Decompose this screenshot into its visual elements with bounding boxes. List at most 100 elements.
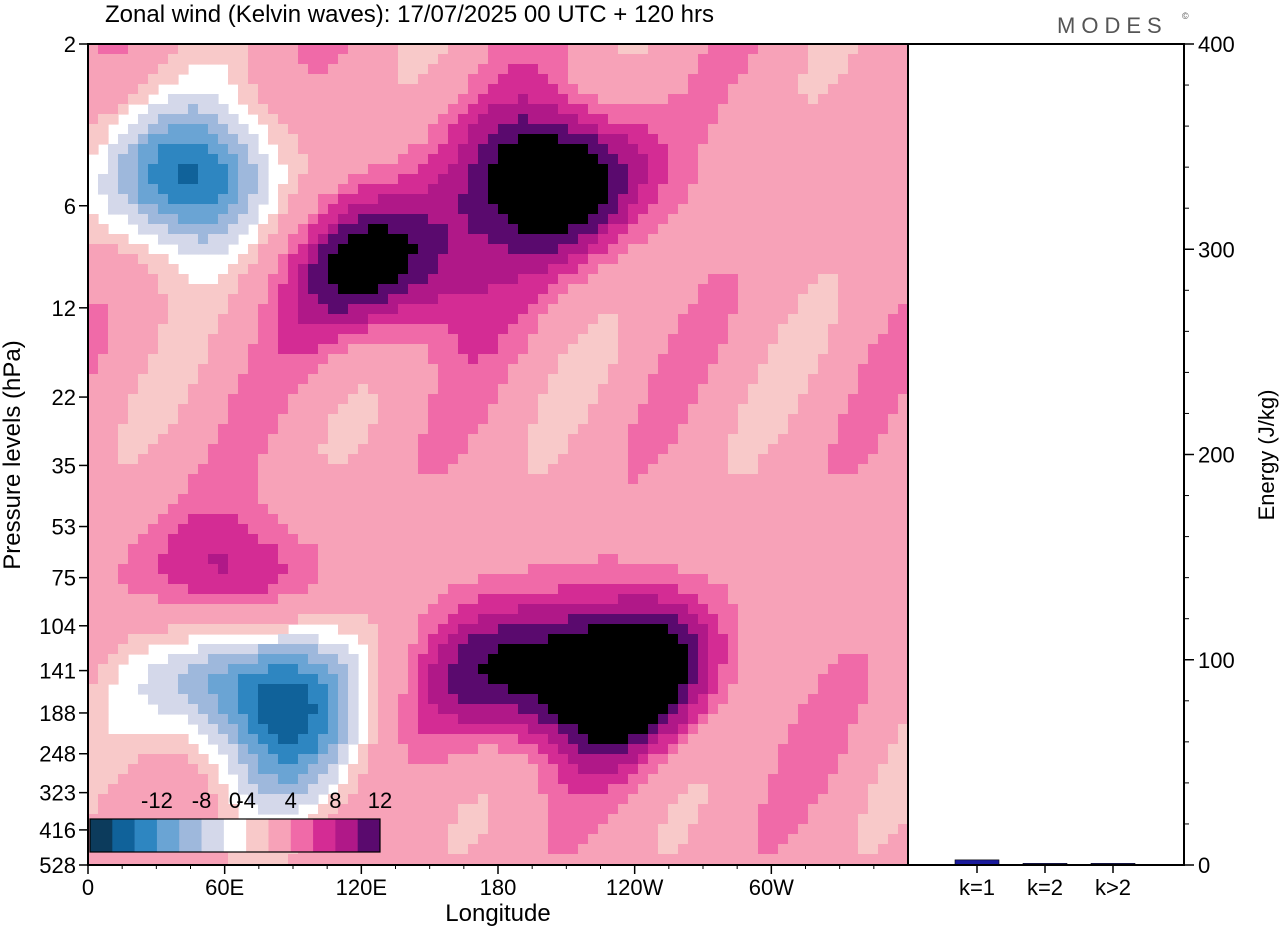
heatmap-cell [168,444,179,455]
heatmap-cell [288,574,299,585]
heatmap-cell [578,444,589,455]
heatmap-cell [608,334,619,345]
heatmap-cell [838,494,849,505]
heatmap-cell [688,244,699,255]
heatmap-cell [378,494,389,505]
heatmap-cell [808,554,819,565]
heatmap-cell [358,184,369,195]
heatmap-cell [808,454,819,465]
heatmap-cell [828,624,839,635]
heatmap-cell [568,604,579,615]
heatmap-cell [708,104,719,115]
heatmap-cell [408,204,419,215]
heatmap-cell [858,224,869,235]
heatmap-cell [698,244,709,255]
heatmap-cell [828,124,839,135]
heatmap-cell [688,254,699,265]
heatmap-cell [668,294,679,305]
heatmap-cell [208,404,219,415]
heatmap-cell [228,64,239,75]
heatmap-cell [478,644,489,655]
heatmap-cell [228,234,239,245]
heatmap-cell [728,234,739,245]
heatmap-cell [388,384,399,395]
heatmap-cell [528,154,539,165]
heatmap-cell [758,174,769,185]
heatmap-cell [548,544,559,555]
heatmap-cell [878,424,889,435]
heatmap-cell [808,114,819,125]
heatmap-cell [728,644,739,655]
heatmap-cell [148,484,159,495]
heatmap-cell [598,604,609,615]
heatmap-cell [898,504,908,515]
heatmap-cell [638,134,649,145]
heatmap-cell [278,634,289,645]
heatmap-cell [708,134,719,145]
heatmap-cell [218,584,229,595]
heatmap-cell [178,284,189,295]
heatmap-cell [668,174,679,185]
heatmap-cell [768,104,779,115]
heatmap-cell [708,544,719,555]
heatmap-cell [528,174,539,185]
heatmap-cell [358,454,369,465]
heatmap-cell [798,254,809,265]
heatmap-cell [238,664,249,675]
heatmap-cell [228,134,239,145]
heatmap-cell [838,224,849,235]
heatmap-cell [558,94,569,105]
heatmap-cell [158,164,169,175]
heatmap-cell [428,194,439,205]
heatmap-cell [848,474,859,485]
heatmap-cell [318,124,329,135]
heatmap-cell [198,384,209,395]
heatmap-cell [508,144,519,155]
heatmap-cell [398,384,409,395]
heatmap-cell [738,464,749,475]
heatmap-cell [358,64,369,75]
heatmap-cell [108,284,119,295]
heatmap-cell [168,554,179,565]
heatmap-cell [398,254,409,265]
heatmap-cell [238,154,249,165]
heatmap-cell [508,184,519,195]
heatmap-cell [618,424,629,435]
heatmap-cell [898,124,908,135]
heatmap-cell [648,194,659,205]
heatmap-cell [808,374,819,385]
heatmap-cell [388,184,399,195]
heatmap-cell [128,424,139,435]
heatmap-cell [318,284,329,295]
heatmap-cell [708,654,719,665]
heatmap-cell [548,434,559,445]
heatmap-cell [218,414,229,425]
heatmap-cell [448,224,459,235]
heatmap-cell [88,504,99,515]
heatmap-cell [648,244,659,255]
heatmap-cell [188,444,199,455]
heatmap-cell [178,464,189,475]
heatmap-cell [588,564,599,575]
heatmap-cell [378,324,389,335]
heatmap-cell [328,384,339,395]
heatmap-cell [538,354,549,365]
heatmap-cell [438,604,449,615]
heatmap-cell [318,384,329,395]
heatmap-cell [638,444,649,455]
heatmap-cell [668,424,679,435]
heatmap-cell [878,554,889,565]
heatmap-cell [348,284,359,295]
heatmap-cell [888,134,899,145]
heatmap-cell [528,414,539,425]
heatmap-cell [268,294,279,305]
heatmap-cell [508,394,519,405]
heatmap-cell [518,494,529,505]
heatmap-cell [788,474,799,485]
heatmap-cell [348,584,359,595]
heatmap-cell [328,544,339,555]
heatmap-cell [738,264,749,275]
heatmap-cell [228,604,239,615]
heatmap-cell [468,164,479,175]
heatmap-cell [738,84,749,95]
